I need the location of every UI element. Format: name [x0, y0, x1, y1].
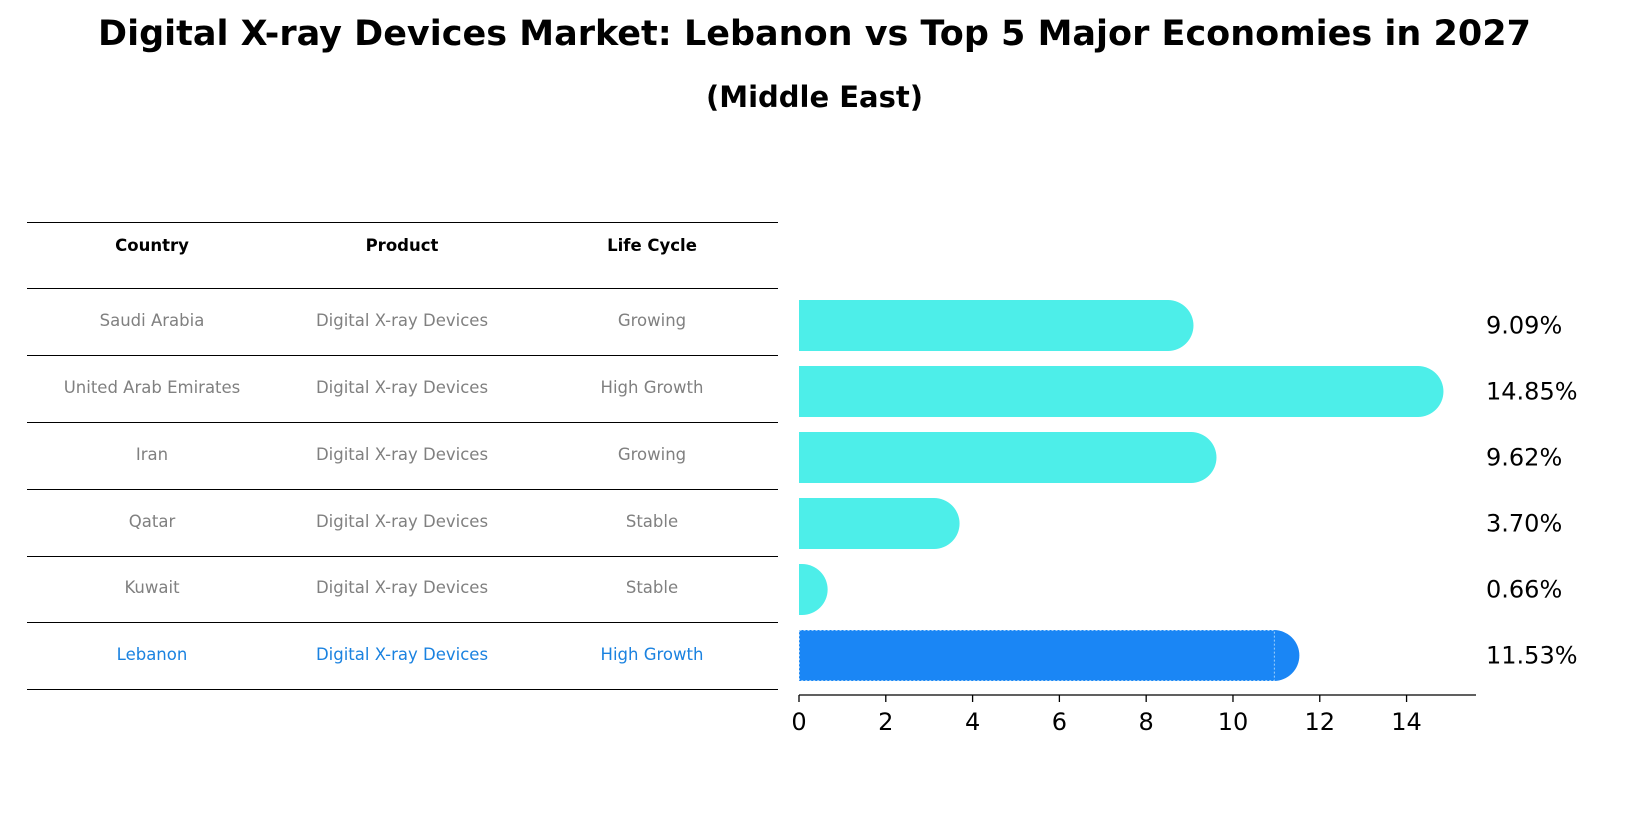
value-label-iran: 9.62%: [1486, 444, 1562, 472]
value-label-united-arab-emirates: 14.85%: [1486, 378, 1578, 406]
header-country: Country: [115, 236, 189, 255]
row-4-product: Digital X-ray Devices: [315, 512, 489, 531]
bar-kuwait: [799, 564, 828, 615]
header-life-cycle: Life Cycle: [607, 236, 697, 255]
x-tick-label: 4: [965, 708, 980, 736]
row-3-life-cycle: Growing: [617, 445, 687, 464]
row-2-country: United Arab Emirates: [63, 378, 241, 397]
table-rule: [27, 355, 778, 356]
x-tick-label: 0: [791, 708, 806, 736]
row-5-life-cycle: Stable: [625, 578, 679, 597]
row-1-life-cycle: Growing: [617, 311, 687, 330]
bar-lebanon: [799, 630, 1300, 681]
bar-iran: [799, 432, 1217, 483]
row-2-life-cycle: High Growth: [600, 378, 704, 397]
x-tick-label: 6: [1052, 708, 1067, 736]
value-label-qatar: 3.70%: [1486, 510, 1562, 538]
row-1-country: Saudi Arabia: [99, 311, 205, 330]
bar-saudi-arabia: [799, 300, 1194, 351]
row-3-country: Iran: [135, 445, 169, 464]
row-6-product: Digital X-ray Devices: [315, 645, 489, 664]
value-label-saudi-arabia: 9.09%: [1486, 312, 1562, 340]
row-4-country: Qatar: [128, 512, 176, 531]
table-rule: [27, 622, 778, 623]
x-tick-label: 8: [1139, 708, 1154, 736]
x-tick-label: 14: [1391, 708, 1422, 736]
table-rule: [27, 489, 778, 490]
table-rule: [27, 556, 778, 557]
bar-highlight-outline: [799, 630, 1275, 681]
table-rule: [27, 288, 778, 289]
row-1-product: Digital X-ray Devices: [315, 311, 489, 330]
row-2-product: Digital X-ray Devices: [315, 378, 489, 397]
x-tick-label: 2: [878, 708, 893, 736]
table-rule: [27, 689, 778, 690]
row-5-product: Digital X-ray Devices: [315, 578, 489, 597]
x-tick-label: 12: [1304, 708, 1335, 736]
row-5-country: Kuwait: [124, 578, 180, 597]
header-product: Product: [365, 236, 439, 255]
row-4-life-cycle: Stable: [625, 512, 679, 531]
bar-qatar: [799, 498, 960, 549]
value-label-kuwait: 0.66%: [1486, 576, 1562, 604]
table-rule: [27, 222, 778, 223]
row-6-country: Lebanon: [116, 645, 188, 664]
row-3-product: Digital X-ray Devices: [315, 445, 489, 464]
chart-title: Digital X-ray Devices Market: Lebanon vs…: [98, 14, 1531, 54]
chart-subtitle: (Middle East): [705, 80, 924, 114]
x-tick-label: 10: [1218, 708, 1249, 736]
value-label-lebanon: 11.53%: [1486, 642, 1578, 670]
table-rule: [27, 422, 778, 423]
bar-united-arab-emirates: [799, 366, 1444, 417]
row-6-life-cycle: High Growth: [600, 645, 704, 664]
